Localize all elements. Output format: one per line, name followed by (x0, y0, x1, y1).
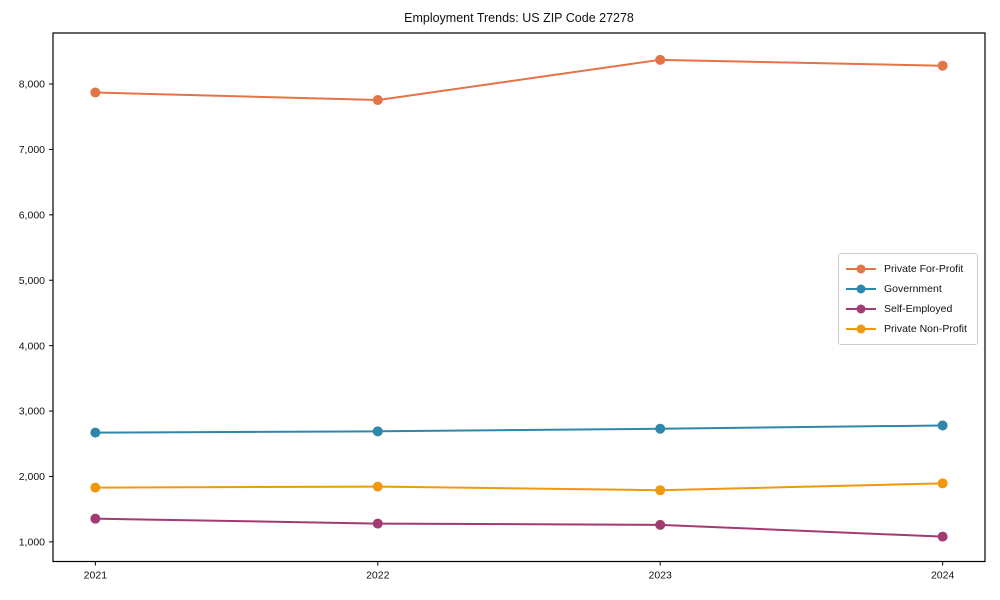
y-tick-label: 4,000 (19, 340, 45, 352)
series-line (94, 58, 944, 102)
x-axis: 2021 2022 2023 2024 (84, 561, 955, 582)
series-government (90, 420, 948, 438)
legend-item-label: Government (884, 283, 942, 295)
legend: Private For-Profit Government Self-Employe… (838, 253, 978, 345)
y-tick-label: 3,000 (19, 406, 45, 418)
series-line (94, 517, 944, 538)
y-tick-label: 8,000 (19, 79, 45, 91)
data-point (90, 87, 101, 98)
series-line (94, 482, 944, 492)
data-point (90, 427, 101, 438)
legend-marker-icon (846, 284, 876, 294)
legend-item-label: Private For-Profit (884, 263, 964, 275)
data-point (372, 426, 383, 437)
y-axis: 1,000 2,000 3,000 4,000 5,000 6,000 7,000 8,000 (19, 79, 53, 549)
x-tick-label: 2022 (366, 570, 390, 582)
plot-border (52, 32, 986, 563)
legend-item-label: Self-Employed (884, 303, 953, 315)
legend-item-label: Private Non-Profit (884, 323, 967, 335)
y-tick-label: 2,000 (19, 471, 45, 483)
data-point (655, 519, 666, 530)
series-self-employed (90, 513, 948, 542)
series-private-non-profit (90, 478, 948, 496)
series-private-for-profit (90, 54, 948, 106)
x-tick-label: 2023 (649, 570, 673, 582)
chart-title: Employment Trends: US ZIP Code 27278 (404, 11, 634, 25)
x-tick-label: 2024 (931, 570, 955, 582)
data-point (937, 60, 948, 71)
x-tick-label: 2021 (84, 570, 108, 582)
data-point (372, 481, 383, 492)
data-point (937, 478, 948, 489)
legend-marker-icon (846, 264, 876, 274)
y-tick-label: 1,000 (19, 537, 45, 549)
data-point (937, 531, 948, 542)
data-point (655, 423, 666, 434)
legend-item: Self-Employed (845, 299, 971, 319)
y-tick-label: 7,000 (19, 144, 45, 156)
data-point (937, 420, 948, 431)
data-point (655, 54, 666, 65)
legend-marker-icon (846, 324, 876, 334)
series-line (94, 424, 944, 434)
legend-marker-icon (846, 304, 876, 314)
data-point (372, 95, 383, 106)
data-point (90, 482, 101, 493)
y-tick-label: 6,000 (19, 210, 45, 222)
data-point (655, 485, 666, 496)
data-point (90, 513, 101, 524)
legend-item: Private Non-Profit (845, 319, 971, 339)
legend-item: Private For-Profit (845, 259, 971, 279)
y-tick-label: 5,000 (19, 275, 45, 287)
data-point (372, 518, 383, 529)
legend-item: Government (845, 279, 971, 299)
